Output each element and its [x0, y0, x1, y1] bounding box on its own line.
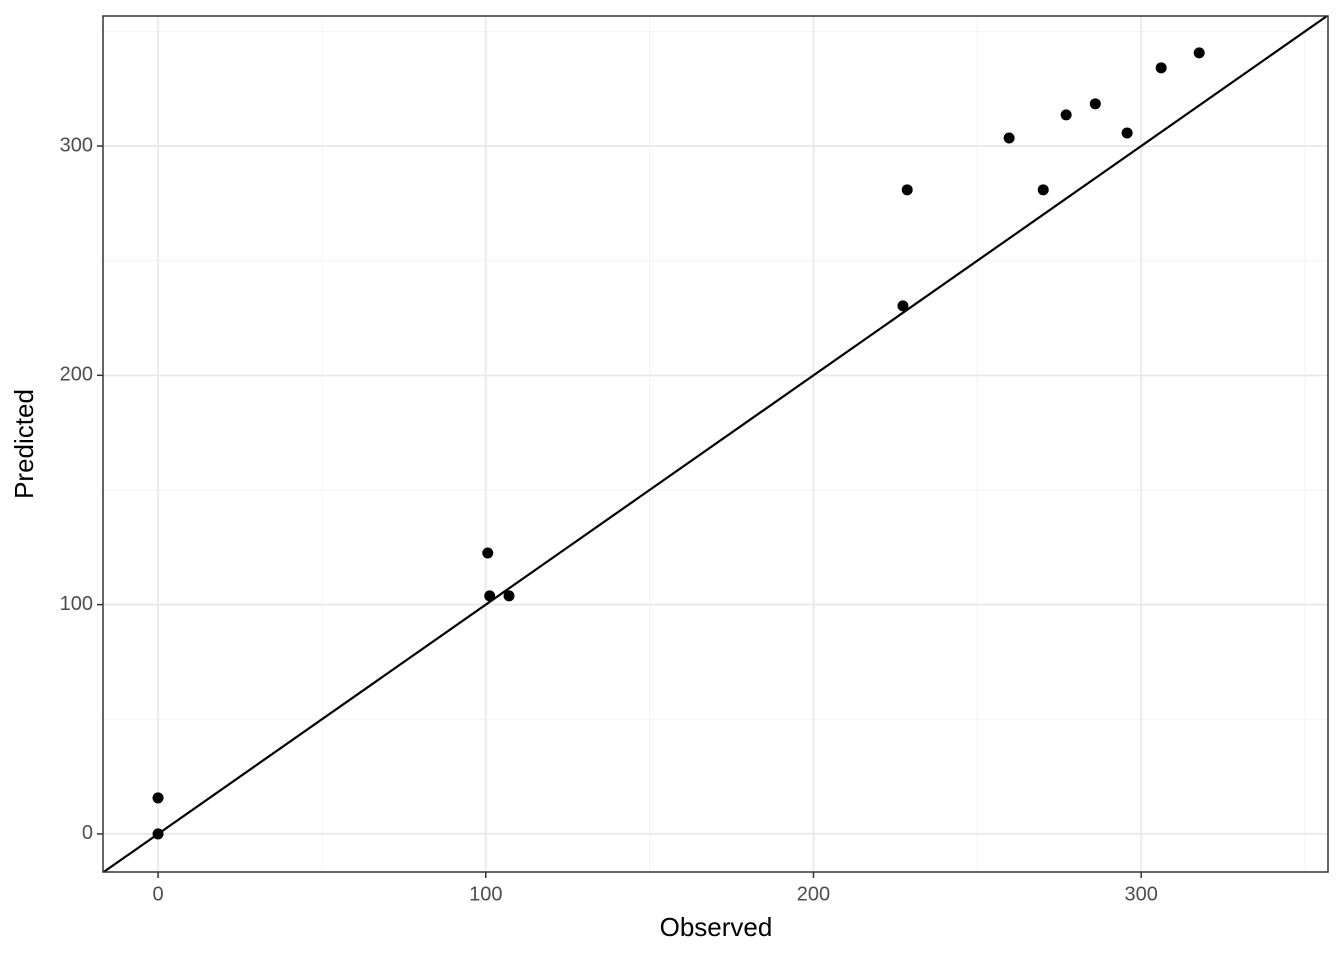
- point: [1060, 109, 1072, 121]
- point: [1037, 184, 1049, 196]
- x-tick-label: 0: [152, 883, 163, 905]
- point: [1121, 127, 1133, 139]
- point: [1003, 132, 1015, 144]
- x-tick-label: 100: [469, 883, 502, 905]
- point: [901, 184, 913, 196]
- point: [152, 828, 164, 840]
- point: [1089, 98, 1101, 110]
- point: [1193, 47, 1205, 59]
- point: [1155, 62, 1167, 74]
- y-tick-label: 300: [60, 134, 93, 156]
- y-tick-label: 200: [60, 364, 93, 386]
- y-tick-label: 0: [82, 822, 93, 844]
- x-axis-title: Observed: [660, 912, 773, 942]
- point: [484, 590, 496, 602]
- x-tick-label: 300: [1125, 883, 1158, 905]
- point: [503, 590, 515, 602]
- point: [482, 547, 494, 559]
- y-tick-label: 100: [60, 593, 93, 615]
- point: [152, 792, 164, 804]
- panel-border: [102, 15, 1329, 873]
- y-axis-title: Predicted: [9, 389, 39, 499]
- x-tick-label: 200: [797, 883, 830, 905]
- identity-line: [103, 15, 1328, 873]
- point: [897, 300, 909, 312]
